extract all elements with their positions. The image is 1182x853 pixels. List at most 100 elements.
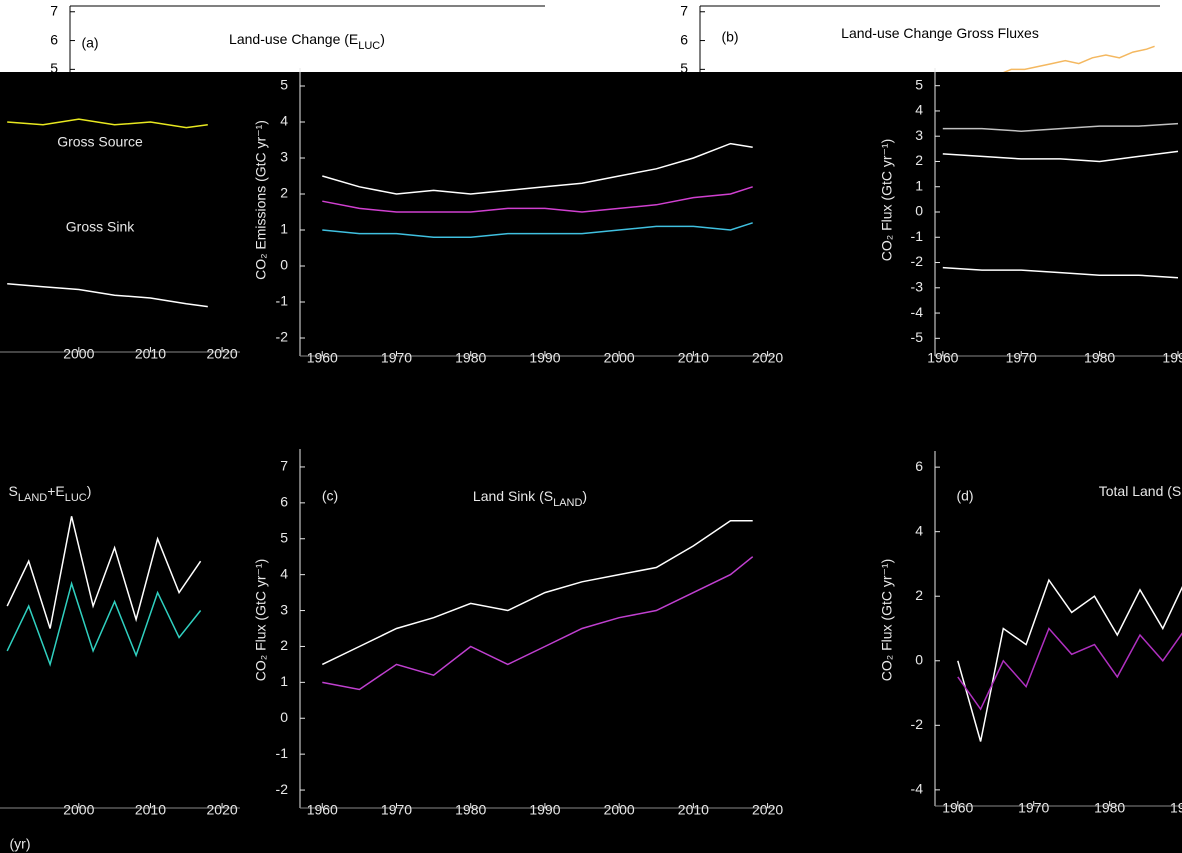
- x-tick-label: 1960: [942, 800, 973, 816]
- x-tick-label: 2020: [207, 346, 238, 362]
- x-tick-label: 1990: [529, 802, 560, 818]
- y-tick-label: 0: [915, 651, 923, 667]
- y-axis-label: CO₂ Flux (GtC yr⁻¹): [879, 139, 895, 261]
- series-line: [942, 122, 1179, 132]
- x-tick-label: 2000: [63, 802, 94, 818]
- title-part: Land-use Change Gross Fluxes: [841, 25, 1039, 41]
- panel: [321, 520, 754, 691]
- y-tick-label: 2: [280, 185, 288, 201]
- y-tick-label: 7: [680, 2, 688, 18]
- title-part: ): [380, 31, 385, 47]
- series-line: [7, 118, 208, 129]
- y-tick-label: 6: [50, 31, 58, 47]
- y-tick-label: -2: [911, 253, 924, 269]
- y-tick-label: 6: [680, 31, 688, 47]
- y-tick-label: -1: [276, 293, 289, 309]
- title-part: ): [582, 488, 587, 504]
- panel-title: Land Sink (SLAND): [473, 488, 587, 509]
- series-line: [322, 186, 753, 213]
- series-line: [1003, 45, 1155, 72]
- y-tick-label: -4: [911, 781, 924, 797]
- x-tick-label: 2000: [604, 802, 635, 818]
- panel: [1003, 45, 1155, 72]
- panel-title: Total Land (S: [1099, 483, 1182, 499]
- title-part: S: [9, 483, 18, 499]
- annotation: Gross Sink: [66, 219, 135, 235]
- series-line: [957, 578, 1182, 742]
- x-tick-label: 1970: [381, 802, 412, 818]
- title-part: Land-use Change (E: [229, 31, 358, 47]
- y-tick-label: 5: [50, 60, 58, 76]
- x-tick-label: 1960: [307, 350, 338, 366]
- x-tick-label: 1960: [927, 350, 958, 366]
- y-tick-label: 2: [915, 152, 923, 168]
- panel: [322, 142, 753, 238]
- y-tick-label: 3: [280, 601, 288, 617]
- x-tick-label: 2000: [63, 346, 94, 362]
- y-tick-label: -4: [911, 304, 924, 320]
- x-tick-label: 1970: [381, 350, 412, 366]
- x-tick-label: 1960: [307, 802, 338, 818]
- y-tick-label: 6: [915, 458, 923, 474]
- y-tick-label: 4: [280, 565, 288, 581]
- series-line: [321, 520, 753, 666]
- series-line: [942, 266, 1179, 279]
- x-tick-label: 1980: [1094, 800, 1125, 816]
- y-tick-label: 1: [915, 177, 923, 193]
- y-tick-label: -2: [276, 781, 289, 797]
- y-tick-label: 0: [915, 203, 923, 219]
- x-tick-label: 2000: [604, 350, 635, 366]
- y-tick-label: 3: [915, 127, 923, 143]
- x-tick-label: 2020: [207, 802, 238, 818]
- y-tick-label: -1: [276, 745, 289, 761]
- panel-title: SLAND+ELUC): [9, 483, 92, 504]
- y-tick-label: 0: [280, 709, 288, 725]
- x-tick-label: 1970: [1006, 350, 1037, 366]
- x-tick-label: 2010: [135, 802, 166, 818]
- y-tick-label: 0: [280, 257, 288, 273]
- x-tick-label: 1990: [1162, 350, 1182, 366]
- title-part: LUC: [65, 492, 87, 504]
- series-line: [942, 150, 1179, 163]
- x-tick-label: 2020: [752, 802, 783, 818]
- title-part: Total Land (S: [1099, 483, 1182, 499]
- title-part: ): [87, 483, 92, 499]
- x-tick-label: 2010: [135, 346, 166, 362]
- series-line: [322, 556, 754, 691]
- title-part: LUC: [358, 40, 380, 52]
- y-tick-label: 1: [280, 221, 288, 237]
- y-tick-label: -2: [911, 716, 924, 732]
- y-axis-label: CO₂ Emissions (GtC yr⁻¹): [253, 120, 269, 280]
- panel: [6, 516, 202, 667]
- panel: [957, 578, 1182, 742]
- title-part: LAND: [18, 492, 47, 504]
- series-line: [7, 283, 208, 308]
- y-tick-label: 5: [280, 529, 288, 545]
- y-tick-label: 4: [280, 113, 288, 129]
- series-line: [6, 580, 202, 667]
- x-tick-label: 1990: [1170, 800, 1182, 816]
- series-line: [322, 222, 753, 238]
- panel: [7, 118, 208, 308]
- y-tick-label: -5: [911, 329, 924, 345]
- y-tick-label: 5: [280, 77, 288, 93]
- annotation: Gross Source: [57, 134, 143, 150]
- x-tick-label: 1980: [455, 802, 486, 818]
- y-tick-label: -3: [911, 278, 924, 294]
- panel-label: (a): [81, 35, 98, 51]
- panel-label: (b): [721, 29, 738, 45]
- title-part: LAND: [553, 497, 582, 509]
- panel-title: Land-use Change (ELUC): [229, 31, 385, 52]
- x-axis-label: (yr): [10, 836, 31, 852]
- x-tick-label: 1980: [455, 350, 486, 366]
- title-part: Land Sink (S: [473, 488, 553, 504]
- y-axis-label: CO₂ Flux (GtC yr⁻¹): [253, 559, 269, 681]
- x-tick-label: 2010: [678, 802, 709, 818]
- series-line: [957, 627, 1182, 711]
- title-part: +E: [47, 483, 65, 499]
- series-line: [322, 142, 753, 195]
- y-tick-label: 7: [280, 458, 288, 474]
- x-tick-label: 1980: [1084, 350, 1115, 366]
